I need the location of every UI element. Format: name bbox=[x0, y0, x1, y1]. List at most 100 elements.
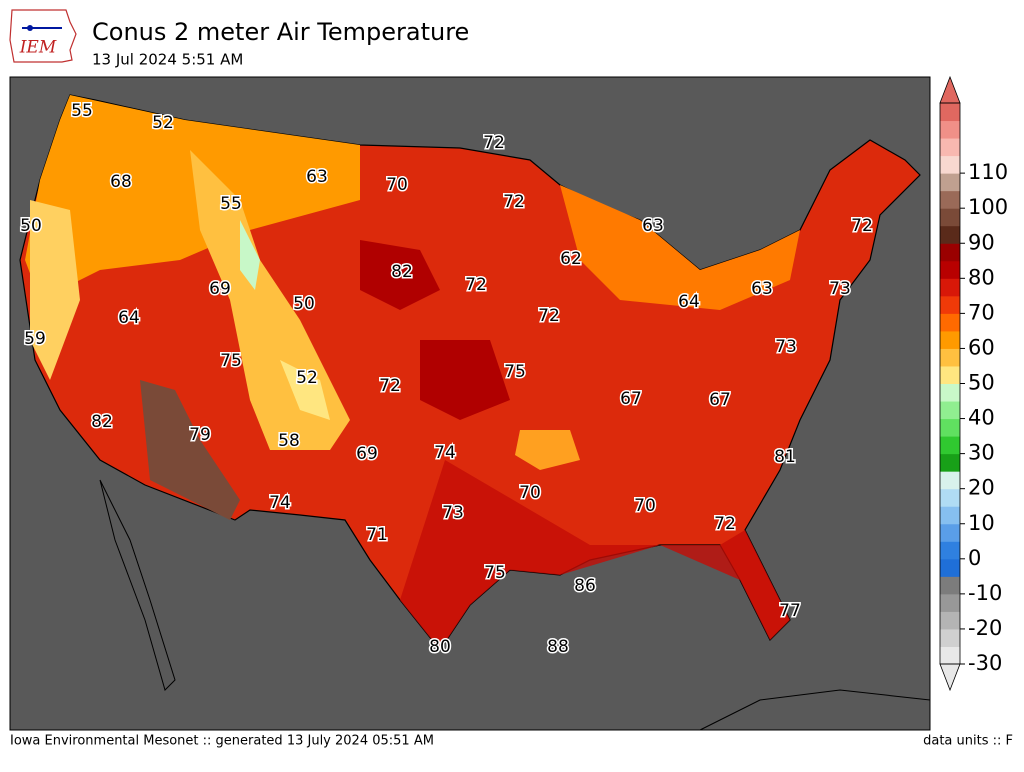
colorbar-band bbox=[940, 383, 960, 402]
warm-region bbox=[25, 95, 360, 300]
station-value: 59 bbox=[24, 329, 46, 349]
station-value: 82 bbox=[91, 412, 113, 432]
colorbar-band bbox=[940, 453, 960, 472]
colorbar-tick-label: 90 bbox=[968, 230, 995, 254]
station-value: 88 bbox=[547, 637, 569, 657]
colorbar-tick-label: -20 bbox=[968, 616, 1002, 640]
colorbar-band bbox=[940, 330, 960, 349]
colorbar: -30 -20 -10 0 10 20 30 40 50 60 70 80 90 100 110 bbox=[939, 75, 1008, 692]
colorbar-band bbox=[940, 365, 960, 384]
station-value: 72 bbox=[714, 514, 736, 534]
warm-region bbox=[560, 185, 800, 310]
colorbar-band bbox=[940, 138, 960, 157]
station-value: 70 bbox=[519, 483, 541, 503]
mild-region bbox=[515, 430, 580, 470]
footer-right: data units :: F bbox=[923, 734, 1013, 749]
station-value: 73 bbox=[775, 337, 797, 357]
colorbar-band bbox=[940, 611, 960, 630]
station-value: 77 bbox=[779, 601, 801, 621]
station-value: 81 bbox=[774, 447, 796, 467]
colorbar-band bbox=[940, 576, 960, 595]
station-value: 80 bbox=[429, 637, 451, 657]
colorbar-band bbox=[940, 225, 960, 244]
mild-region bbox=[30, 200, 80, 380]
colorbar-band bbox=[940, 436, 960, 455]
colorbar-tick-label: 10 bbox=[968, 511, 995, 535]
colorbar-tick-label: 70 bbox=[968, 300, 995, 324]
colorbar-tick-label: 50 bbox=[968, 371, 995, 395]
colorbar-tick-label: 30 bbox=[968, 441, 995, 465]
station-value: 55 bbox=[220, 194, 242, 214]
logo-text: IEM bbox=[19, 38, 57, 58]
station-value: 52 bbox=[152, 113, 174, 133]
colorbar-tick-label: 0 bbox=[968, 546, 981, 570]
colorbar-band bbox=[940, 313, 960, 332]
station-value: 72 bbox=[503, 192, 525, 212]
colorbar-band bbox=[940, 260, 960, 279]
station-value: 69 bbox=[209, 279, 231, 299]
logo-outline bbox=[9, 9, 77, 63]
cool-region bbox=[280, 360, 330, 420]
hot-region bbox=[420, 340, 510, 420]
station-value: 72 bbox=[379, 376, 401, 396]
station-value: 67 bbox=[620, 389, 642, 409]
cool-region bbox=[240, 220, 260, 290]
colorbar-band bbox=[940, 506, 960, 525]
station-value: 74 bbox=[434, 443, 456, 463]
station-value: 75 bbox=[484, 563, 506, 583]
station-value: 71 bbox=[366, 525, 388, 545]
station-value: 75 bbox=[220, 351, 242, 371]
footer-left: Iowa Environmental Mesonet :: generated … bbox=[10, 734, 434, 749]
logo-dot bbox=[27, 25, 33, 31]
hot-region bbox=[360, 240, 440, 310]
map: 55 52 72 68 63 70 72 55 63 50 72 62 82 72 69 50 63 73 64 64… bbox=[9, 76, 931, 731]
colorbar-band bbox=[940, 628, 960, 647]
station-value: 72 bbox=[483, 133, 505, 153]
colorbar-extend-high bbox=[939, 75, 961, 104]
hot-region bbox=[400, 460, 790, 650]
station-value: 72 bbox=[851, 216, 873, 236]
station-value: 63 bbox=[751, 279, 773, 299]
colorbar-band bbox=[940, 558, 960, 577]
colorbar-extend-low bbox=[939, 663, 961, 692]
station-value: 73 bbox=[829, 279, 851, 299]
logo: IEM bbox=[9, 9, 77, 63]
colorbar-band bbox=[940, 173, 960, 192]
station-value: 70 bbox=[386, 175, 408, 195]
colorbar-band bbox=[940, 348, 960, 367]
colorbar-band bbox=[940, 208, 960, 227]
station-labels: 55 52 72 68 63 70 72 55 63 50 72 62 82 72 69 50 63 73 64 64… bbox=[19, 100, 875, 659]
colorbar-tick-label: -30 bbox=[968, 651, 1002, 675]
baja-coast bbox=[99, 479, 176, 691]
colorbar-band bbox=[940, 418, 960, 437]
station-value: 72 bbox=[465, 275, 487, 295]
colorbar-tick-label: 100 bbox=[968, 195, 1008, 219]
station-value: 67 bbox=[709, 390, 731, 410]
station-value: 72 bbox=[538, 306, 560, 326]
colorbar-tick-label: 60 bbox=[968, 335, 995, 359]
colorbar-band bbox=[940, 401, 960, 420]
colorbar-band bbox=[940, 155, 960, 174]
station-value: 73 bbox=[442, 503, 464, 523]
station-value: 82 bbox=[391, 262, 413, 282]
station-value: 50 bbox=[20, 216, 42, 236]
colorbar-band bbox=[940, 523, 960, 542]
colorbar-band bbox=[940, 593, 960, 612]
station-value: 70 bbox=[634, 496, 656, 516]
colorbar-band bbox=[940, 646, 960, 665]
colorbar-tick-label: 20 bbox=[968, 476, 995, 500]
subtitle: 13 Jul 2024 5:51 AM bbox=[92, 51, 243, 69]
station-value: 64 bbox=[678, 292, 700, 312]
station-value: 50 bbox=[293, 294, 315, 314]
colorbar-tick-label: -10 bbox=[968, 581, 1002, 605]
colorbar-band bbox=[940, 295, 960, 314]
title: Conus 2 meter Air Temperature bbox=[92, 18, 469, 46]
colorbar-band bbox=[940, 488, 960, 507]
station-value: 58 bbox=[278, 431, 300, 451]
colorbar-band bbox=[940, 278, 960, 297]
colorbar-band bbox=[940, 471, 960, 490]
colorbar-band bbox=[940, 103, 960, 122]
colorbar-tick-label: 80 bbox=[968, 265, 995, 289]
colorbar-band bbox=[940, 120, 960, 139]
